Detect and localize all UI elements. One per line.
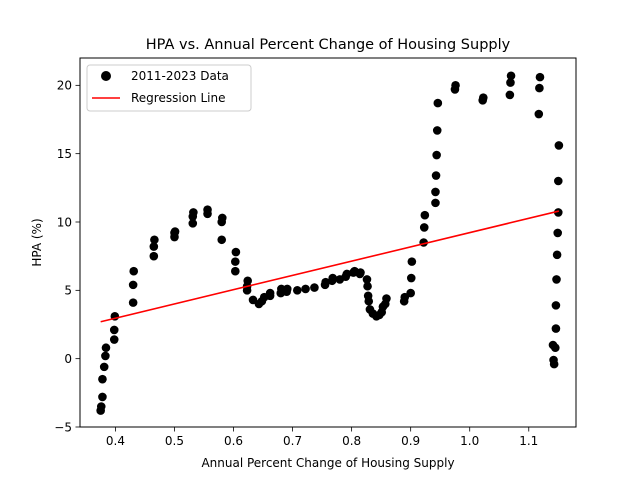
legend-label-regression: Regression Line (131, 91, 225, 105)
plot-area (96, 71, 564, 415)
data-point (363, 281, 372, 291)
data-point (149, 251, 159, 261)
x-axis-label: Annual Percent Change of Housing Supply (201, 456, 454, 470)
data-point (101, 343, 111, 353)
data-point (432, 126, 442, 135)
data-point (99, 362, 109, 372)
chart-title: HPA vs. Annual Percent Change of Housing… (146, 37, 511, 53)
data-point (506, 78, 515, 87)
data-point (431, 171, 441, 180)
plot-frame (79, 57, 577, 428)
y-axis: −5 0 5 10 15 20 (54, 79, 80, 434)
data-point (328, 273, 338, 283)
data-point (129, 266, 139, 276)
data-point (231, 257, 240, 266)
data-point (217, 235, 227, 245)
legend-label-data: 2011-2023 Data (131, 69, 229, 83)
x-tick-label: 1.1 (519, 434, 538, 448)
data-point (109, 325, 119, 335)
data-point (451, 81, 460, 90)
data-point (432, 150, 441, 160)
x-tick-label: 0.5 (165, 434, 184, 448)
x-tick-label: 0.9 (401, 434, 420, 448)
data-point (431, 198, 440, 208)
data-point (552, 250, 562, 260)
data-point (265, 288, 275, 298)
y-tick-label: 20 (57, 79, 72, 93)
data-point (407, 257, 417, 266)
data-point (506, 71, 516, 81)
data-point (301, 284, 310, 294)
data-point (98, 374, 107, 384)
data-point (553, 176, 563, 186)
y-tick-label: 15 (57, 147, 72, 161)
y-tick-label: 5 (64, 284, 72, 298)
data-point (554, 141, 564, 150)
data-point (362, 275, 372, 284)
data-point (364, 296, 374, 306)
data-point (98, 392, 107, 402)
data-point (188, 219, 198, 228)
data-point (128, 280, 138, 290)
legend-marker-data (101, 71, 111, 81)
data-point (406, 288, 415, 298)
data-point (406, 273, 416, 283)
y-tick-label: 10 (57, 215, 72, 229)
data-point (356, 268, 365, 277)
data-point (218, 213, 227, 223)
data-point (203, 205, 212, 214)
data-point (382, 294, 391, 303)
x-tick-label: 0.6 (224, 434, 243, 448)
data-point (549, 359, 559, 369)
data-point (505, 90, 515, 100)
x-tick-label: 0.7 (283, 434, 302, 448)
data-point (310, 283, 319, 292)
data-point (293, 286, 302, 295)
legend-box (86, 64, 252, 112)
data-point (150, 235, 159, 245)
data-point (551, 301, 561, 310)
data-point (321, 277, 330, 287)
y-tick-label: −5 (54, 420, 72, 434)
x-tick-label: 1.0 (460, 434, 479, 448)
data-point (551, 324, 561, 333)
x-tick-label: 0.4 (106, 434, 125, 448)
data-point (551, 343, 560, 353)
data-point (231, 266, 240, 276)
data-point (553, 208, 563, 217)
data-point (342, 269, 352, 279)
regression-line (100, 210, 560, 323)
data-point (282, 284, 292, 294)
data-point (231, 247, 241, 257)
data-point (170, 227, 180, 236)
data-point (149, 242, 159, 251)
x-axis: 0.4 0.5 0.6 0.7 0.8 0.9 1.0 1.1 (106, 427, 538, 448)
data-point (243, 276, 252, 286)
data-point (101, 351, 110, 361)
data-point (420, 210, 430, 220)
data-point (433, 98, 443, 108)
data-point (96, 402, 106, 411)
data-point (128, 298, 138, 307)
data-point (535, 72, 545, 82)
data-point (419, 223, 429, 232)
data-point (109, 335, 119, 344)
data-point (479, 93, 488, 102)
x-tick-label: 0.8 (342, 434, 361, 448)
y-tick-label: 0 (64, 352, 72, 366)
legend: 2011-2023 Data Regression Line (86, 64, 252, 112)
data-point (553, 228, 562, 238)
data-point (534, 109, 544, 119)
y-axis-label: HPA (%) (30, 218, 44, 266)
data-point (535, 83, 544, 93)
data-point (431, 187, 440, 197)
data-point (552, 275, 561, 284)
data-point (189, 208, 198, 217)
